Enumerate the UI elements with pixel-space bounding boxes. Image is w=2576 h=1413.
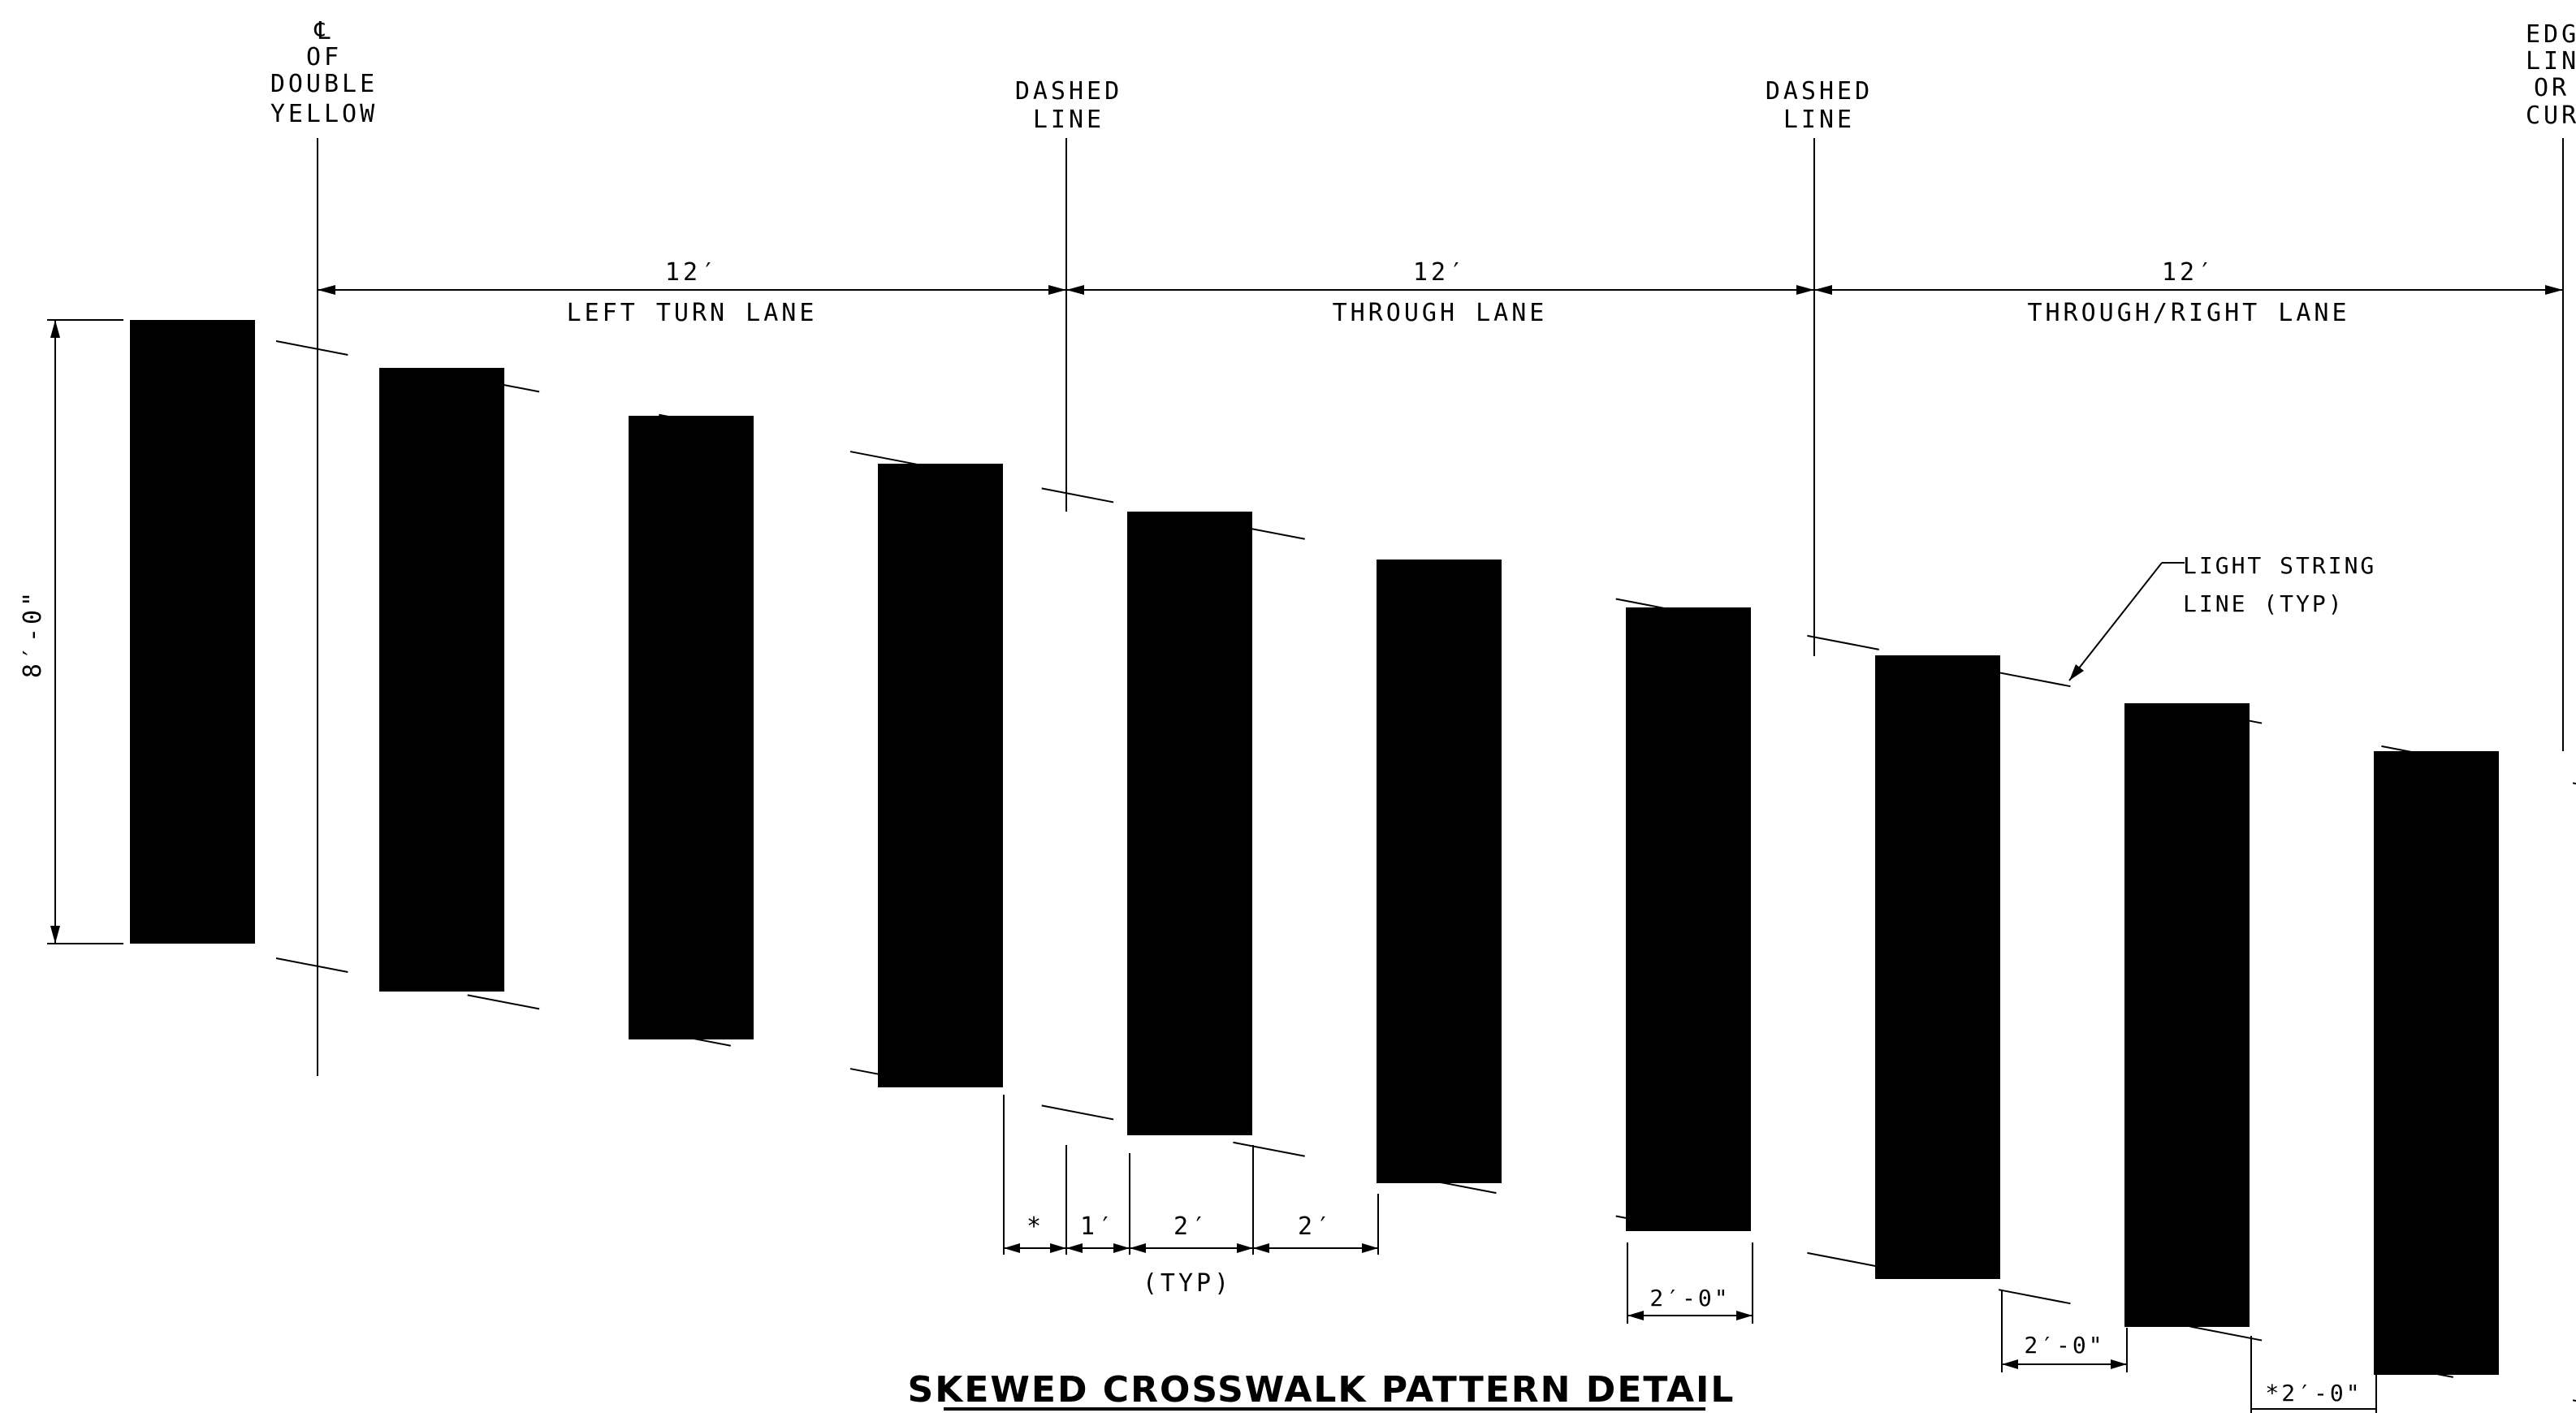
callout-line-1: LIGHT STRING bbox=[2183, 552, 2376, 579]
star-dimension: * bbox=[1027, 1212, 1044, 1241]
light-string-line-top bbox=[275, 340, 2576, 784]
crosswalk-bar-3 bbox=[629, 416, 754, 1039]
lane-dimension-2: 12′ THROUGH LANE bbox=[1066, 258, 1814, 327]
edge-label-a: EDGE bbox=[2526, 20, 2576, 49]
bar-length-dimension: 8′-0" bbox=[19, 319, 123, 944]
crosswalk-bar-6 bbox=[1377, 560, 1502, 1183]
lane-2-width: 12′ bbox=[1413, 258, 1467, 287]
dashed-line-2-label-b: LINE bbox=[1783, 106, 1855, 134]
centerline-label: ℄ OF DOUBLE YELLOW bbox=[270, 17, 378, 128]
crosswalk-bar-7 bbox=[1626, 607, 1751, 1231]
crosswalk-bar-2 bbox=[379, 368, 504, 992]
lane-1-name: LEFT TURN LANE bbox=[567, 299, 818, 327]
lane-2-name: THROUGH LANE bbox=[1333, 299, 1548, 327]
edge-line-label: EDGE LINE OR CURB bbox=[2526, 20, 2576, 130]
callout-line-2: LINE (TYP) bbox=[2183, 590, 2345, 617]
crosswalk-bars bbox=[130, 320, 2499, 1375]
spacing-dimension-1: 2′-0" bbox=[1627, 1242, 1753, 1324]
typical-label: (TYP) bbox=[1143, 1269, 1232, 1298]
two-foot-dimension-b: 2′ bbox=[1298, 1212, 1333, 1241]
dashed-line-1-label-a: DASHED bbox=[1015, 77, 1122, 106]
crosswalk-bar-9 bbox=[2124, 703, 2250, 1327]
lane-3-name: THROUGH/RIGHT LANE bbox=[2027, 299, 2349, 327]
crosswalk-bar-5 bbox=[1127, 512, 1252, 1135]
crosswalk-bar-1 bbox=[130, 320, 255, 944]
light-string-line-bottom bbox=[275, 957, 2576, 1402]
light-string-callout: LIGHT STRING LINE (TYP) bbox=[2068, 552, 2376, 681]
dashed-line-2-label: DASHED LINE bbox=[1766, 77, 1873, 134]
spacing-label-3: *2′-0" bbox=[2265, 1380, 2362, 1407]
typical-spacing-dimensions: * 1′ 2′ 2′ (TYP) bbox=[1003, 1095, 1379, 1298]
bar-length-label: 8′-0" bbox=[19, 589, 47, 678]
edge-label-d: CURB bbox=[2526, 102, 2576, 130]
centerline-double: DOUBLE bbox=[270, 70, 378, 98]
lane-1-width: 12′ bbox=[665, 258, 719, 287]
two-foot-dimension-a: 2′ bbox=[1173, 1212, 1209, 1241]
spacing-label-1: 2′-0" bbox=[1649, 1285, 1730, 1311]
centerline-of: OF bbox=[306, 43, 342, 71]
crosswalk-bar-8 bbox=[1875, 655, 2000, 1279]
spacing-label-2: 2′-0" bbox=[2024, 1332, 2104, 1359]
lane-dimension-3: 12′ THROUGH/RIGHT LANE bbox=[1814, 258, 2563, 327]
dashed-line-2-label-a: DASHED bbox=[1766, 77, 1873, 106]
centerline-yellow: YELLOW bbox=[270, 100, 378, 128]
one-foot-dimension: 1′ bbox=[1080, 1212, 1116, 1241]
spacing-dimension-2: 2′-0" bbox=[2001, 1290, 2128, 1372]
edge-label-c: OR bbox=[2534, 74, 2570, 102]
lane-dimension-1: 12′ LEFT TURN LANE bbox=[318, 258, 1066, 327]
drawing-title: SKEWED CROSSWALK PATTERN DETAIL bbox=[908, 1369, 1735, 1411]
centerline-symbol: ℄ bbox=[313, 17, 333, 45]
dashed-line-1-label: DASHED LINE bbox=[1015, 77, 1122, 134]
dashed-line-1-label-b: LINE bbox=[1033, 106, 1104, 134]
lane-3-width: 12′ bbox=[2162, 258, 2215, 287]
edge-label-b: LINE bbox=[2526, 47, 2576, 76]
crosswalk-bar-4 bbox=[878, 464, 1003, 1087]
spacing-dimension-3: *2′-0" bbox=[2250, 1336, 2377, 1413]
crosswalk-bar-10 bbox=[2374, 751, 2499, 1375]
